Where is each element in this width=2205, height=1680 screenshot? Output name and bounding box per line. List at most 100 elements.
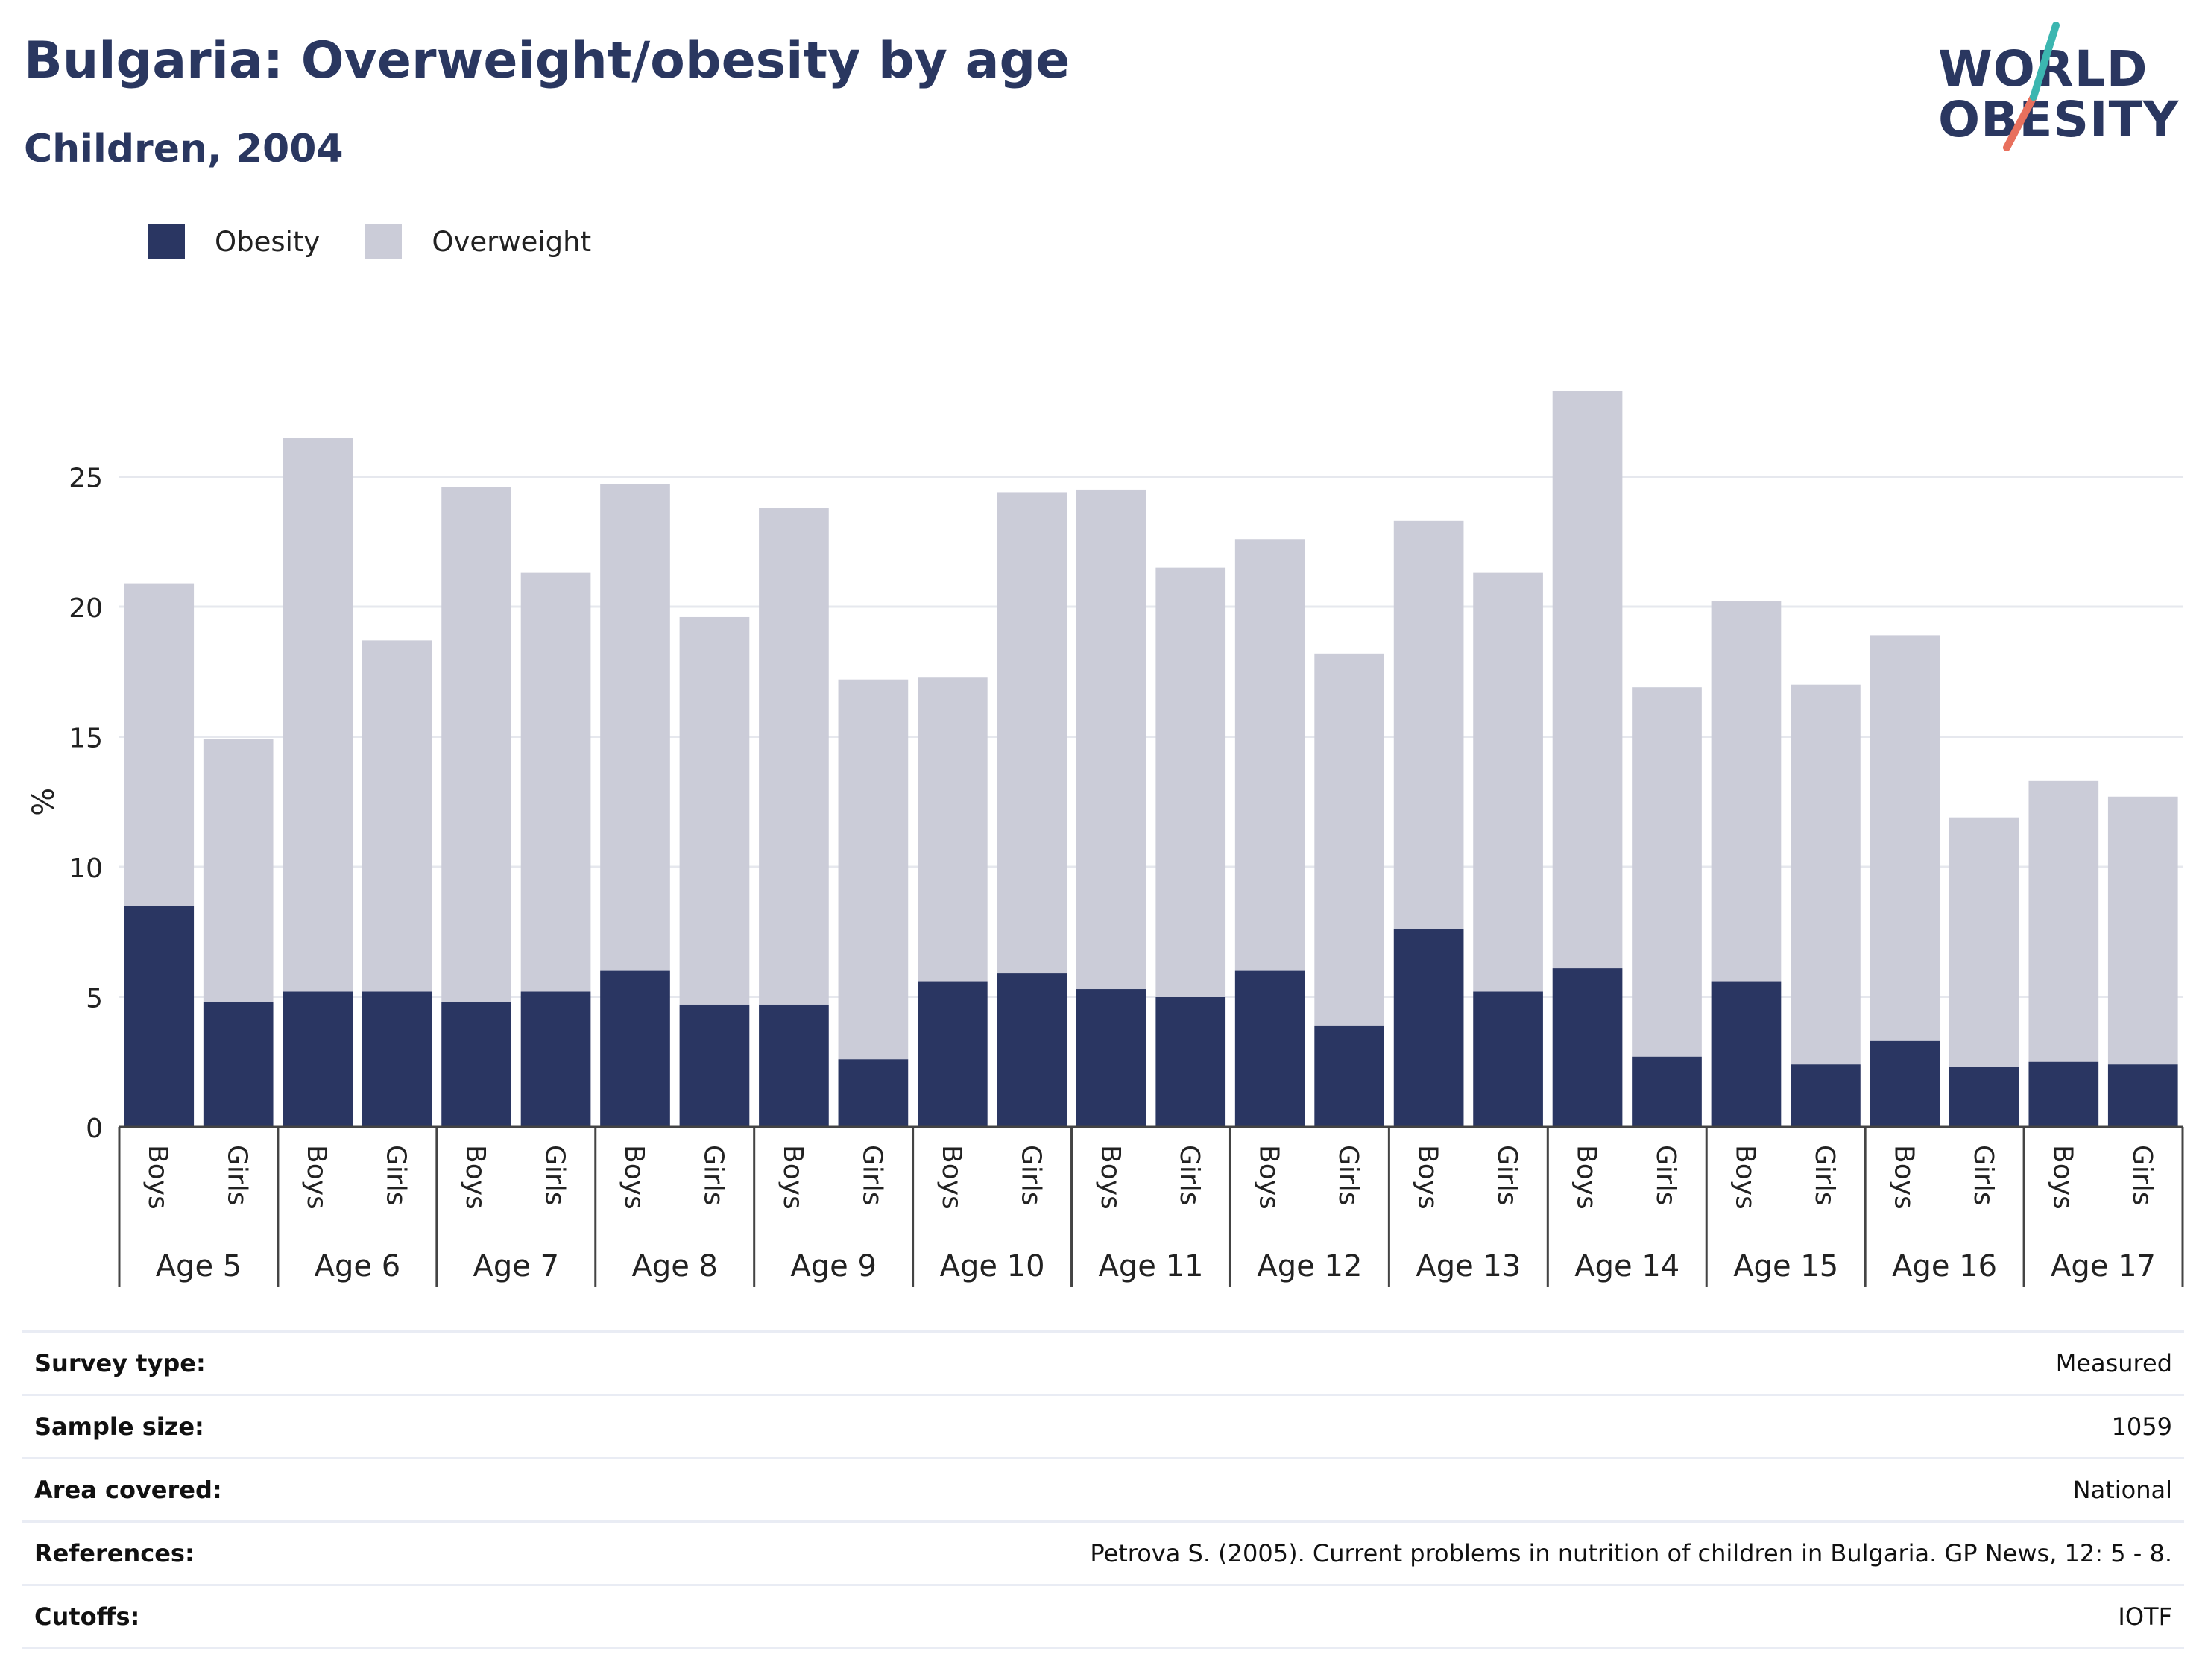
bar-obesity [1791,1064,1861,1127]
bar-obesity [600,970,670,1127]
legend-label-obesity: Obesity [215,225,321,258]
info-label: Cutoffs: [34,1602,140,1631]
bar-overweight [838,679,909,1060]
bar-obesity [1076,989,1146,1127]
x-subcategory-label: Boys [777,1145,808,1210]
bar-overweight [203,739,274,1002]
bar-overweight [1552,391,1623,969]
x-group-label: Age 9 [790,1249,877,1283]
x-group-label: Age 13 [1416,1249,1521,1283]
bar-overweight [1949,817,2019,1067]
x-subcategory-label: Boys [2047,1145,2078,1210]
x-subcategory-label: Boys [1413,1145,1443,1210]
x-subcategory-label: Girls [1015,1145,1046,1205]
y-tick-label: 15 [69,724,103,754]
bar-obesity [1632,1056,1702,1127]
logo-slash-icon [2003,22,2060,151]
bar-overweight [1870,635,1940,1041]
x-subcategory-label: Girls [1968,1145,1999,1205]
survey-info-table: Survey type: Measured Sample size: 1059 … [22,1330,2184,1649]
bar-overweight [1711,601,1782,982]
bar-obesity [679,1004,750,1127]
bar-overweight [283,438,353,992]
bar-obesity [124,906,195,1127]
bar-overweight [600,484,670,971]
legend-item-overweight[interactable]: Overweight [365,224,591,259]
bar-obesity [2107,1064,2178,1127]
bar-obesity [1552,968,1623,1127]
bar-overweight [441,487,511,1002]
info-label: Area covered: [34,1476,222,1504]
x-group-label: Age 11 [1099,1249,1204,1283]
bar-overweight [1791,684,1861,1065]
x-subcategory-label: Boys [936,1145,967,1210]
bar-obesity [918,981,988,1127]
bar-overweight [2107,796,2178,1065]
bar-overweight [1155,567,1226,997]
bar-overweight [997,492,1067,974]
info-row-survey-type: Survey type: Measured [22,1330,2184,1394]
x-subcategory-label: Boys [460,1145,490,1210]
chart-title: Bulgaria: Overweight/obesity by age [24,31,1070,90]
x-subcategory-label: Boys [1254,1145,1284,1210]
y-tick-label: 25 [69,464,103,494]
chart-legend: Obesity Overweight [148,221,636,262]
chart-subtitle: Children, 2004 [24,127,344,171]
bar-overweight [1632,687,1702,1057]
x-subcategory-label: Girls [857,1145,887,1205]
info-label: References: [34,1539,195,1567]
info-row-references: References: Petrova S. (2005). Current p… [22,1520,2184,1584]
info-value: National [2072,1476,2172,1504]
bar-obesity [441,1002,511,1127]
x-subcategory-label: Boys [1888,1145,1919,1210]
bar-obesity [1870,1040,1940,1127]
x-subcategory-label: Boys [142,1145,173,1210]
x-group-label: Age 12 [1257,1249,1362,1283]
bar-obesity [838,1059,909,1127]
bar-overweight [679,616,750,1005]
x-group-label: Age 14 [1574,1249,1679,1283]
legend-swatch-overweight [365,224,403,259]
legend-swatch-obesity [148,224,185,259]
info-value: Measured [2055,1349,2172,1377]
y-tick-label: 0 [86,1114,103,1144]
logo-line-2: OBESITY [1938,91,2180,148]
bar-obesity [283,991,353,1127]
bar-overweight [520,572,591,992]
world-obesity-logo: WORLD OBESITY [1938,22,2184,157]
bar-obesity [520,991,591,1127]
bar-overweight [124,583,195,906]
x-subcategory-label: Boys [301,1145,332,1210]
x-group-label: Age 5 [156,1249,242,1283]
x-subcategory-label: Girls [698,1145,728,1205]
y-tick-label: 20 [69,593,103,624]
bar-overweight [2028,780,2099,1062]
x-group-label: Age 17 [2051,1249,2156,1283]
legend-item-obesity[interactable]: Obesity [148,224,320,259]
bar-overweight [1234,539,1305,971]
x-subcategory-label: Boys [1095,1145,1126,1210]
y-tick-label: 10 [69,853,103,884]
info-value: Petrova S. (2005). Current problems in n… [1090,1539,2172,1567]
x-group-label: Age 10 [940,1249,1045,1283]
x-subcategory-label: Boys [619,1145,649,1210]
x-subcategory-label: Girls [381,1145,411,1205]
bar-obesity [1234,970,1305,1127]
info-value: IOTF [2118,1602,2172,1631]
legend-label-overweight: Overweight [432,225,592,258]
x-group-label: Age 8 [631,1249,718,1283]
bar-obesity [1314,1025,1384,1127]
info-label: Sample size: [34,1412,204,1441]
bar-overweight [918,677,988,982]
x-group-label: Age 6 [315,1249,401,1283]
x-group-label: Age 7 [473,1249,560,1283]
x-subcategory-label: Girls [222,1145,253,1205]
x-subcategory-label: Girls [1174,1145,1205,1205]
bar-obesity [362,991,432,1127]
info-row-area-covered: Area covered: National [22,1457,2184,1520]
bar-overweight [362,640,432,992]
stacked-bar-chart: 0 5 10 15 20 25% Boys Girls Boys Girls Boys Girls Bo… [27,391,2184,1287]
bar-obesity [203,1002,274,1127]
info-row-sample-size: Sample size: 1059 [22,1394,2184,1457]
bar-overweight [1393,520,1464,929]
